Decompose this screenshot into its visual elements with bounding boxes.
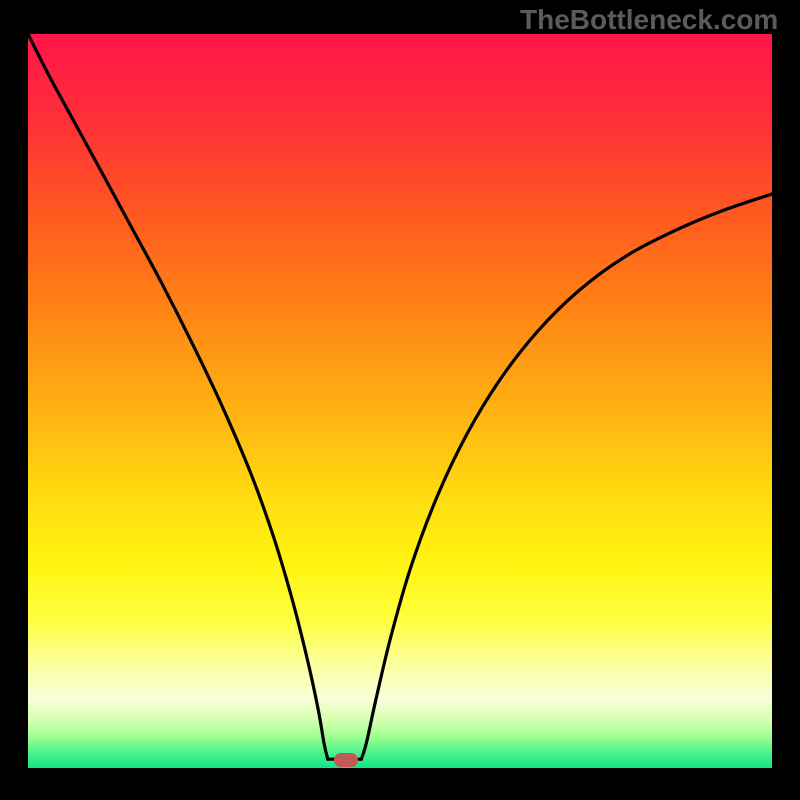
bottleneck-curve (28, 34, 772, 768)
plot-area (28, 34, 772, 768)
watermark-text: TheBottleneck.com (520, 4, 778, 36)
optimal-marker (334, 753, 358, 767)
